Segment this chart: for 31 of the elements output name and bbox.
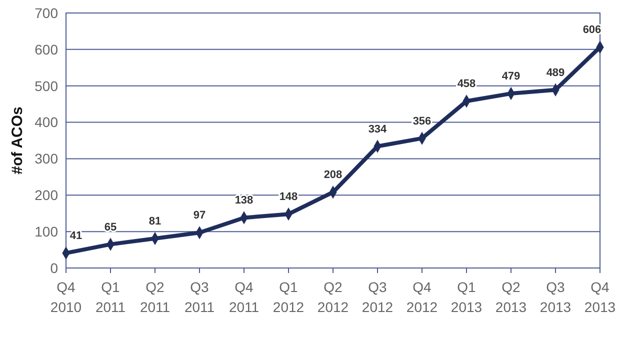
data-label: 97 [193, 210, 206, 222]
y-tick-label: 200 [34, 187, 58, 204]
x-tick-label: Q2 2013 [495, 279, 527, 315]
data-label: 138 [234, 194, 254, 207]
data-label: 65 [104, 221, 117, 234]
x-tick-label: Q4 2012 [406, 279, 438, 315]
y-tick-label: 0 [50, 260, 58, 276]
data-label: 489 [546, 66, 565, 79]
y-tick-label: 100 [34, 223, 58, 240]
y-tick-label: 300 [34, 150, 58, 167]
x-tick-label: Q4 2011 [228, 279, 260, 315]
y-tick-label: 400 [34, 114, 58, 130]
y-tick-label: 500 [34, 78, 58, 94]
data-label: 41 [70, 230, 82, 242]
y-axis-title: #of ACOs [9, 106, 26, 174]
y-tick-label: 700 [34, 4, 58, 21]
x-tick-label: Q1 2013 [450, 279, 482, 315]
y-tick-label: 600 [34, 41, 58, 58]
x-tick-label: Q2 2012 [317, 279, 349, 315]
data-label: 479 [502, 70, 520, 83]
x-tick-label: Q1 2011 [95, 279, 126, 315]
x-tick-label: Q1 2012 [272, 279, 304, 315]
x-tick-label: Q4 2010 [50, 279, 82, 315]
data-label: 334 [368, 123, 388, 136]
x-tick-label: Q3 2013 [540, 279, 572, 315]
x-tick-label: Q3 2012 [362, 279, 394, 315]
data-label: 208 [324, 169, 342, 182]
x-tick-label: Q4 2013 [584, 279, 616, 315]
x-tick-label: Q3 2011 [184, 279, 215, 315]
data-label: 81 [148, 215, 162, 228]
x-tick-label: Q2 2011 [140, 279, 170, 315]
